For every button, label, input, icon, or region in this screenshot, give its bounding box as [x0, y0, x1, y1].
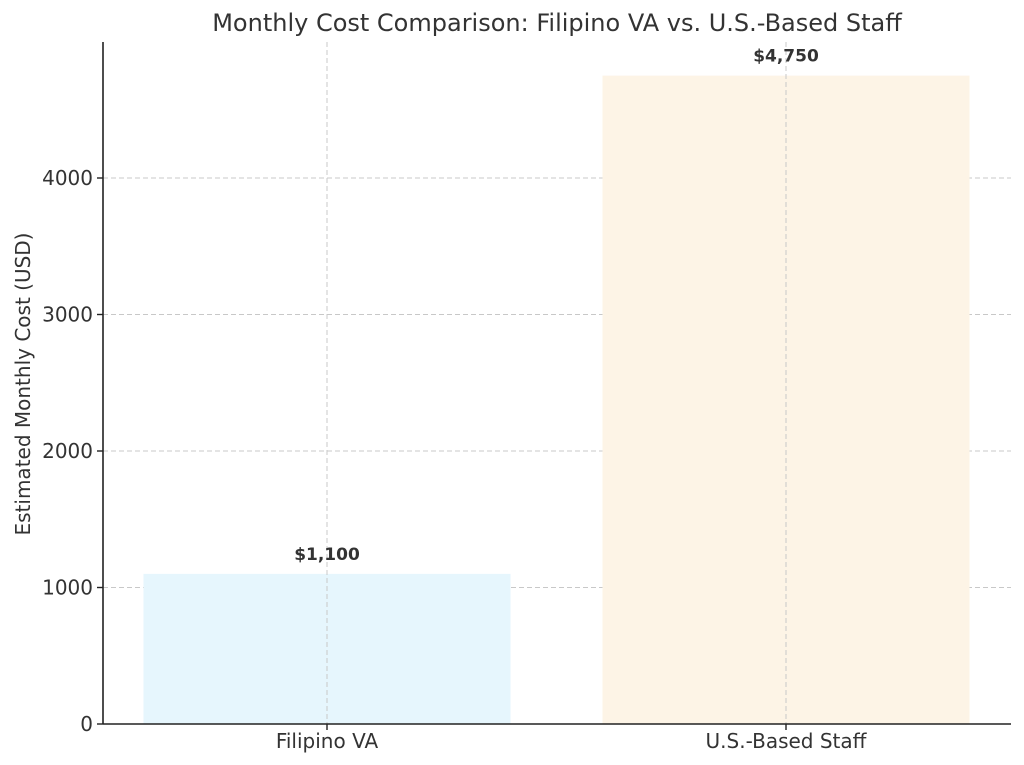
vertical-grid: [326, 42, 787, 724]
y-tick-label: 1000: [42, 576, 93, 600]
y-tick-label: 0: [80, 712, 93, 736]
y-tick-label: 3000: [42, 303, 93, 327]
y-tick-label: 4000: [42, 166, 93, 190]
bar-value-label: $4,750: [753, 47, 819, 67]
chart-title: Monthly Cost Comparison: Filipino VA vs.…: [212, 9, 902, 37]
y-tick-label: 2000: [42, 439, 93, 463]
y-axis-label: Estimated Monthly Cost (USD): [11, 233, 35, 536]
x-tick-label: Filipino VA: [276, 729, 379, 753]
bars: [143, 75, 970, 724]
bar-u-s-based-staff: [602, 75, 970, 724]
axes: [97, 42, 1011, 730]
labels: 0 1000 2000 3000 4000 Filipino VA U.S.-Based S…: [42, 47, 868, 753]
x-tick-label: U.S.-Based Staff: [706, 729, 868, 753]
bar-value-label: $1,100: [294, 545, 360, 565]
